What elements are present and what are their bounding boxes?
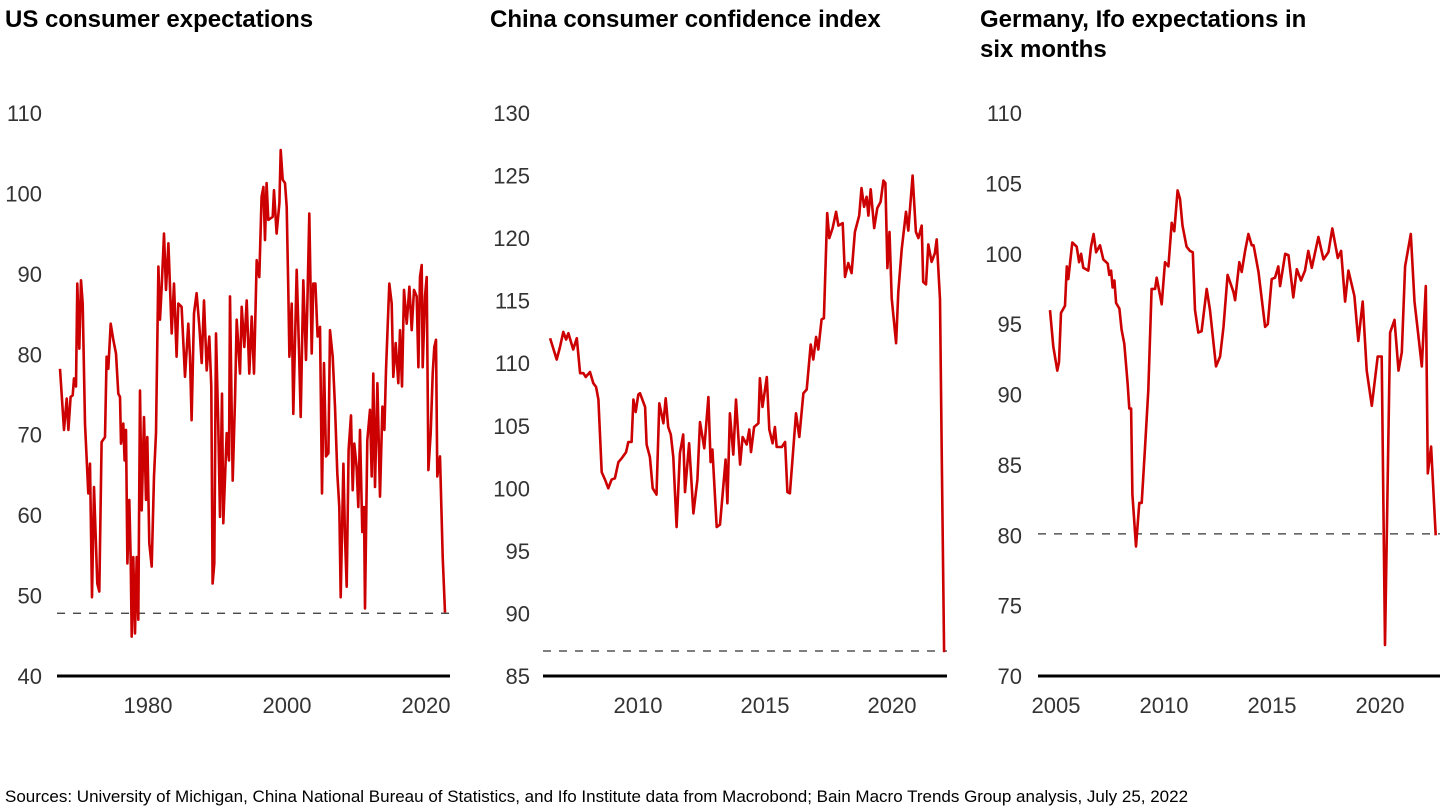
germany-series-line <box>1048 189 1437 647</box>
germany-y-tick-label: 75 <box>998 594 1022 619</box>
china-y-tick-label: 110 <box>495 351 530 376</box>
china-y-tick-label: 100 <box>493 476 530 501</box>
us-y-tick-label: 80 <box>18 342 42 367</box>
china-x-tick-label: 2020 <box>868 693 917 718</box>
china-chart-title: China consumer confidence index <box>490 6 881 33</box>
china-y-tick-label: 125 <box>493 164 530 189</box>
us-y-tick-label: 70 <box>18 423 42 448</box>
china-y-tick-label: 105 <box>493 414 530 439</box>
us-x-tick-label: 1980 <box>124 693 173 718</box>
china-x-tick-label: 2010 <box>614 693 663 718</box>
germany-x-tick-label: 2015 <box>1248 693 1297 718</box>
us-chart-title: US consumer expectations <box>5 6 313 33</box>
china-y-tick-label: 95 <box>506 539 530 564</box>
us-y-tick-label: 100 <box>5 181 42 206</box>
germany-chart-title: six months <box>980 36 1107 63</box>
germany-y-tick-label: 90 <box>998 383 1022 408</box>
germany-y-tick-label: 100 <box>985 242 1022 267</box>
china-x-tick-label: 2015 <box>741 693 790 718</box>
germany-x-tick-label: 2005 <box>1032 693 1081 718</box>
us-y-tick-label: 110 <box>7 101 42 126</box>
germany-chart-title: Germany, Ifo expectations in <box>980 6 1306 33</box>
germany-y-tick-label: 70 <box>998 664 1022 689</box>
china-y-tick-label: 85 <box>506 664 530 689</box>
us-y-tick-label: 50 <box>18 584 42 609</box>
germany-y-tick-label: 110 <box>987 101 1022 126</box>
us-series-line <box>58 148 447 638</box>
china-y-tick-label: 130 <box>493 101 530 126</box>
china-y-tick-label: 115 <box>495 289 530 314</box>
us-y-tick-label: 90 <box>18 262 42 287</box>
germany-x-tick-label: 2010 <box>1140 693 1189 718</box>
china-series-line <box>548 174 946 653</box>
china-y-tick-label: 90 <box>506 601 530 626</box>
germany-y-tick-label: 95 <box>998 312 1022 337</box>
us-x-tick-label: 2020 <box>402 693 451 718</box>
germany-x-tick-label: 2020 <box>1356 693 1405 718</box>
us-y-tick-label: 40 <box>18 664 42 689</box>
us-y-tick-label: 60 <box>18 503 42 528</box>
china-y-tick-label: 120 <box>493 226 530 251</box>
source-note: Sources: University of Michigan, China N… <box>5 787 1188 806</box>
germany-y-tick-label: 80 <box>998 523 1022 548</box>
germany-y-tick-label: 105 <box>985 171 1022 196</box>
us-x-tick-label: 2000 <box>263 693 312 718</box>
germany-y-tick-label: 85 <box>998 453 1022 478</box>
